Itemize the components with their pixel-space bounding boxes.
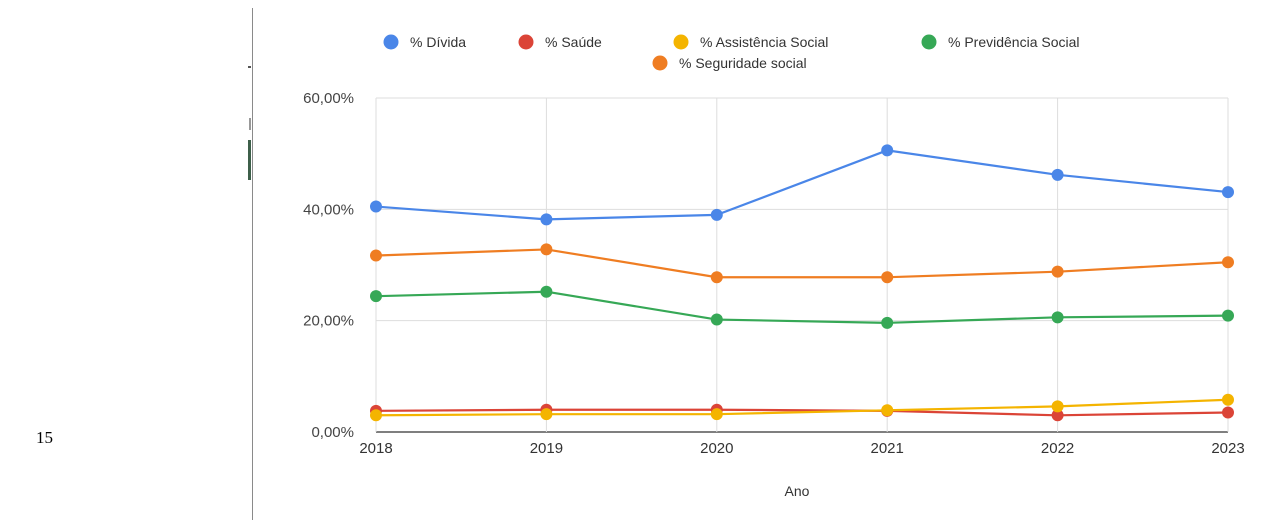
series-line bbox=[375, 290, 1229, 324]
legend-marker bbox=[518, 34, 534, 50]
y-axis-ticks: 0,00% 20,00% 40,00% 60,00% bbox=[303, 90, 354, 441]
x-tick-label: 2020 bbox=[700, 440, 733, 457]
data-point bbox=[370, 200, 382, 213]
y-tick-label: 0,00% bbox=[311, 424, 354, 441]
data-point bbox=[710, 208, 723, 221]
legend: % Dívida % Saúde % Assistência Social % Pre… bbox=[383, 34, 1080, 71]
series-line bbox=[375, 408, 1229, 417]
margin-mark bbox=[249, 118, 251, 130]
data-point bbox=[1222, 186, 1234, 199]
data-point bbox=[1222, 393, 1234, 406]
grid bbox=[375, 97, 1229, 433]
x-axis-title: Ano bbox=[785, 483, 810, 499]
legend-label: % Previdência Social bbox=[948, 34, 1080, 50]
data-point bbox=[540, 408, 553, 421]
data-point bbox=[710, 408, 723, 421]
series-line bbox=[375, 398, 1229, 417]
data-point bbox=[370, 290, 382, 303]
legend-label: % Assistência Social bbox=[700, 34, 828, 50]
page-number: 15 bbox=[36, 428, 53, 447]
page-margin-line bbox=[252, 8, 253, 520]
data-point bbox=[1222, 406, 1234, 419]
data-point bbox=[1051, 168, 1064, 181]
legend-label: % Saúde bbox=[545, 34, 602, 50]
series-line bbox=[375, 149, 1229, 221]
data-point bbox=[540, 213, 553, 226]
x-tick-label: 2019 bbox=[530, 440, 563, 457]
x-tick-label: 2021 bbox=[871, 440, 904, 457]
legend-marker bbox=[921, 34, 937, 50]
data-point bbox=[1051, 400, 1064, 413]
data-point bbox=[881, 316, 894, 329]
legend-marker bbox=[652, 55, 668, 71]
data-point bbox=[1222, 309, 1234, 322]
series-line bbox=[375, 248, 1229, 279]
data-point bbox=[710, 313, 723, 326]
y-tick-label: 40,00% bbox=[303, 201, 354, 218]
data-point bbox=[881, 144, 894, 157]
margin-mark bbox=[248, 140, 251, 180]
data-point bbox=[540, 243, 553, 256]
data-point bbox=[1051, 409, 1064, 422]
data-point bbox=[1051, 265, 1064, 278]
x-tick-label: 2022 bbox=[1041, 440, 1074, 457]
legend-marker bbox=[673, 34, 689, 50]
data-point bbox=[710, 271, 723, 284]
series-group bbox=[370, 144, 1234, 422]
x-axis-ticks: 2018 2019 2020 2021 2022 2023 bbox=[359, 440, 1244, 457]
data-point bbox=[881, 271, 894, 284]
data-point bbox=[370, 409, 382, 422]
data-point bbox=[370, 249, 382, 262]
x-tick-label: 2018 bbox=[359, 440, 392, 457]
y-tick-label: 60,00% bbox=[303, 90, 354, 107]
legend-label: % Seguridade social bbox=[679, 55, 807, 71]
data-point bbox=[881, 404, 894, 417]
data-point bbox=[540, 285, 553, 298]
legend-marker bbox=[383, 34, 399, 50]
legend-label: % Dívida bbox=[410, 34, 466, 50]
margin-mark bbox=[248, 66, 251, 68]
data-point bbox=[1222, 256, 1234, 269]
data-point bbox=[1051, 311, 1064, 324]
x-tick-label: 2023 bbox=[1211, 440, 1244, 457]
y-tick-label: 20,00% bbox=[303, 313, 354, 330]
